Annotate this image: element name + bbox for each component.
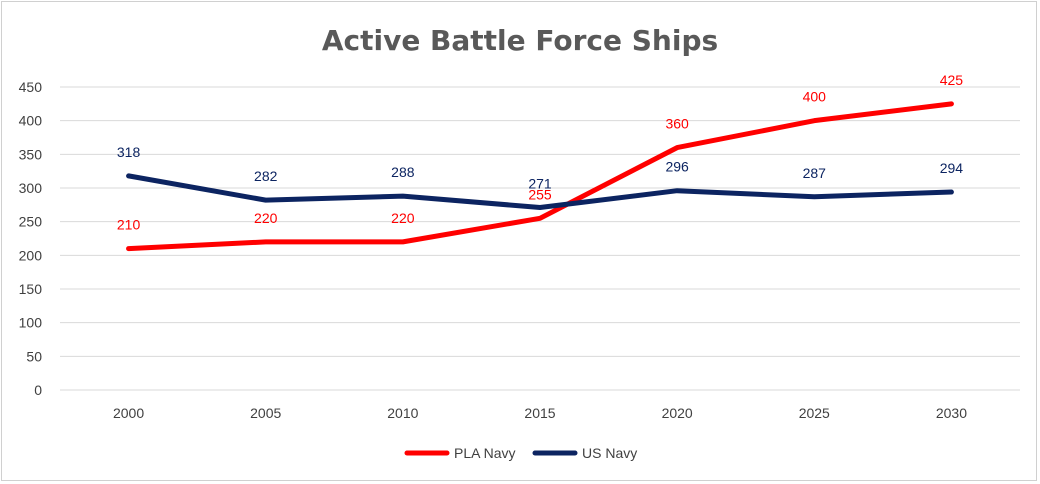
x-tick-label: 2000: [113, 405, 144, 421]
series-lines: [126, 101, 954, 252]
us-navy-data-label: 296: [665, 159, 689, 175]
data-labels: 210 220 220 255 360 400 425 318 282 288 271 296 287 2…: [117, 72, 963, 233]
pla-navy-data-label: 360: [665, 116, 689, 132]
y-tick-label: 350: [19, 146, 43, 162]
y-tick-label: 300: [19, 180, 43, 196]
y-tick-label: 400: [19, 113, 43, 129]
y-tick-label: 100: [19, 315, 43, 331]
x-tick-label: 2015: [524, 405, 555, 421]
x-tick-label: 2020: [662, 405, 693, 421]
chart-title: Active Battle Force Ships: [322, 24, 718, 57]
y-tick-label: 0: [34, 382, 42, 398]
us-navy-data-label: 271: [528, 176, 552, 192]
pla-navy-data-label: 220: [254, 210, 278, 226]
y-axis-ticks: 0 50 100 150 200 250 300 350 400 450: [19, 79, 43, 398]
y-tick-label: 200: [19, 247, 43, 263]
legend: PLA Navy US Navy: [404, 445, 637, 461]
pla-navy-data-label: 425: [940, 72, 964, 88]
y-tick-label: 450: [19, 79, 43, 95]
x-tick-label: 2025: [799, 405, 830, 421]
pla-navy-data-label: 255: [528, 186, 552, 202]
y-tick-label: 150: [19, 281, 43, 297]
pla-navy-data-label: 210: [117, 217, 141, 233]
us-navy-data-label: 318: [117, 144, 141, 160]
y-tick-label: 50: [26, 348, 42, 364]
pla-navy-data-label: 400: [803, 89, 827, 105]
x-tick-label: 2010: [387, 405, 418, 421]
x-axis-ticks: 2000 2005 2010 2015 2020 2025 2030: [113, 405, 967, 421]
us-navy-data-label: 288: [391, 164, 415, 180]
us-navy-data-label: 287: [803, 165, 827, 181]
x-tick-label: 2005: [250, 405, 281, 421]
gridlines: [60, 86, 1020, 391]
us-navy-data-label: 282: [254, 168, 278, 184]
y-tick-label: 250: [19, 214, 43, 230]
legend-label-us-navy: US Navy: [582, 445, 637, 461]
us-navy-data-label: 294: [940, 160, 964, 176]
legend-label-pla-navy: PLA Navy: [454, 445, 515, 461]
pla-navy-line: [126, 101, 954, 252]
pla-navy-data-label: 220: [391, 210, 415, 226]
us-navy-line: [126, 173, 954, 211]
x-tick-label: 2030: [936, 405, 967, 421]
